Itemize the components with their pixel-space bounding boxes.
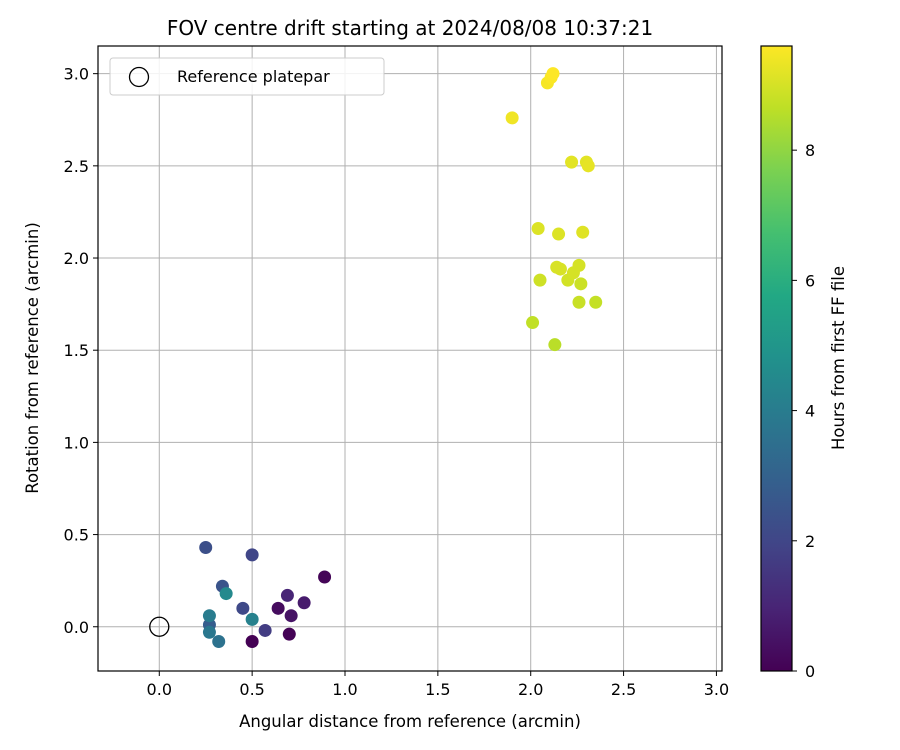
- data-point: [526, 316, 540, 330]
- data-point: [565, 155, 579, 169]
- colorbar-tick-label: 2: [805, 532, 815, 551]
- data-point: [572, 258, 586, 272]
- data-point: [245, 548, 259, 562]
- data-point: [280, 588, 294, 602]
- data-point: [552, 227, 566, 241]
- data-point: [284, 609, 298, 623]
- data-point: [576, 225, 590, 239]
- data-point: [271, 601, 285, 615]
- data-point: [236, 601, 250, 615]
- plot-frame: [97, 45, 723, 672]
- data-point: [572, 295, 586, 309]
- legend: Reference platepar: [109, 57, 385, 96]
- colorbar-tick-label: 6: [805, 271, 815, 290]
- x-tick-label: 3.0: [704, 680, 729, 699]
- y-tick-label: 0.0: [64, 618, 89, 637]
- scatter-points: [149, 67, 603, 649]
- colorbar: 0 2 4 6 8 Hours from first FF file: [760, 45, 848, 681]
- y-tick-label: 2.0: [64, 249, 89, 268]
- y-axis-ticks: 0.0 0.5 1.0 1.5 2.0 2.5 3.0: [64, 65, 98, 637]
- data-point: [505, 111, 519, 125]
- x-tick-label: 2.5: [611, 680, 636, 699]
- legend-box: [109, 57, 385, 96]
- data-point: [548, 338, 562, 352]
- x-tick-label: 2.0: [518, 680, 543, 699]
- y-tick-label: 3.0: [64, 65, 89, 84]
- x-tick-label: 1.0: [332, 680, 357, 699]
- y-axis-label: Rotation from reference (arcmin): [23, 222, 42, 494]
- data-point: [574, 277, 588, 291]
- colorbar-gradient: [760, 45, 793, 672]
- chart-title: FOV centre drift starting at 2024/08/08 …: [167, 16, 653, 40]
- y-tick-label: 2.5: [64, 157, 89, 176]
- data-point: [553, 262, 567, 276]
- colorbar-tick-label: 8: [805, 141, 815, 160]
- y-tick-label: 0.5: [64, 526, 89, 545]
- grid-lines: [98, 46, 722, 671]
- data-point: [318, 570, 332, 584]
- colorbar-tick-label: 0: [805, 662, 815, 681]
- x-axis-label: Angular distance from reference (arcmin): [239, 712, 581, 731]
- legend-open-circle-marker: [128, 66, 150, 88]
- x-axis-ticks: 0.0 0.5 1.0 1.5 2.0 2.5 3.0: [147, 671, 729, 699]
- colorbar-label: Hours from first FF file: [829, 266, 848, 450]
- data-point: [258, 623, 272, 637]
- data-point: [199, 540, 213, 554]
- colorbar-ticks: 0 2 4 6 8: [792, 141, 815, 681]
- data-point: [202, 625, 216, 639]
- data-point: [245, 612, 259, 626]
- legend-label-reference-platepar: Reference platepar: [177, 67, 330, 86]
- y-tick-label: 1.0: [64, 433, 89, 452]
- data-point: [589, 295, 603, 309]
- x-tick-label: 1.5: [425, 680, 450, 699]
- data-point: [533, 273, 547, 287]
- x-tick-label: 0.5: [239, 680, 264, 699]
- data-point: [212, 635, 226, 649]
- data-point: [546, 67, 560, 81]
- x-tick-label: 0.0: [147, 680, 172, 699]
- data-point: [531, 222, 545, 236]
- colorbar-tick-label: 4: [805, 402, 815, 421]
- reference-platepar-marker: [149, 616, 170, 637]
- data-point: [245, 635, 259, 649]
- data-point: [282, 627, 296, 641]
- data-point: [581, 159, 595, 173]
- data-point: [202, 609, 216, 623]
- y-tick-label: 1.5: [64, 341, 89, 360]
- data-point: [297, 596, 311, 610]
- data-point: [219, 587, 233, 601]
